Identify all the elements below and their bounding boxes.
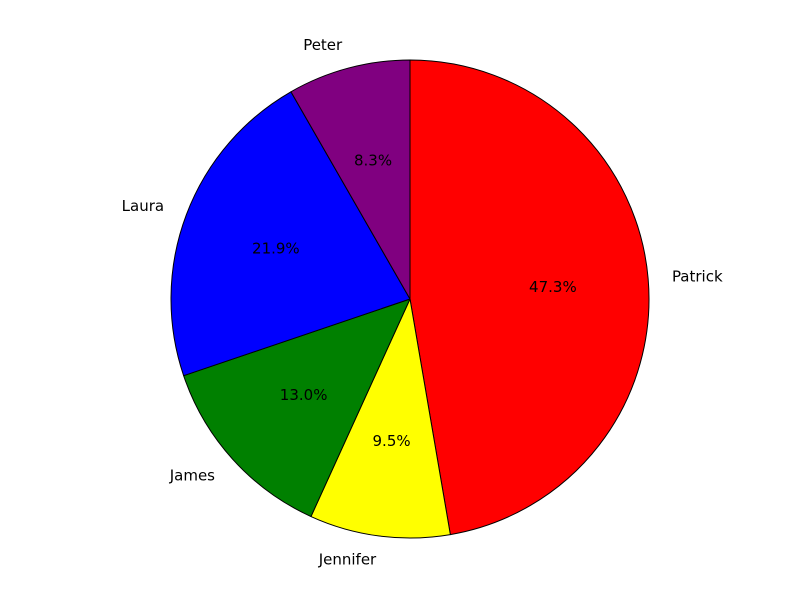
pie-slice-jennifer bbox=[310, 298, 451, 539]
pie-slice-james bbox=[183, 298, 411, 518]
slice-label-peter: Peter bbox=[303, 36, 343, 54]
pct-label-peter: 8.3% bbox=[354, 151, 392, 169]
slice-label-laura: Laura bbox=[122, 197, 164, 215]
pct-label-laura: 21.9% bbox=[252, 239, 300, 257]
pct-label-jennifer: 9.5% bbox=[373, 432, 411, 450]
slice-label-jennifer: Jennifer bbox=[318, 551, 377, 569]
slice-label-patrick: Patrick bbox=[672, 268, 723, 286]
pie-slice-peter bbox=[290, 59, 411, 300]
pct-label-patrick: 47.3% bbox=[529, 278, 577, 296]
pie-slices bbox=[170, 59, 650, 539]
pct-label-james: 13.0% bbox=[280, 386, 328, 404]
pie-slice-patrick bbox=[409, 59, 650, 536]
pie-labels: 47.3% Patrick 9.5% Jennifer 13.0% James 21.9% L… bbox=[122, 36, 723, 569]
slice-label-james: James bbox=[169, 466, 215, 484]
pie-slice-laura bbox=[170, 91, 411, 377]
